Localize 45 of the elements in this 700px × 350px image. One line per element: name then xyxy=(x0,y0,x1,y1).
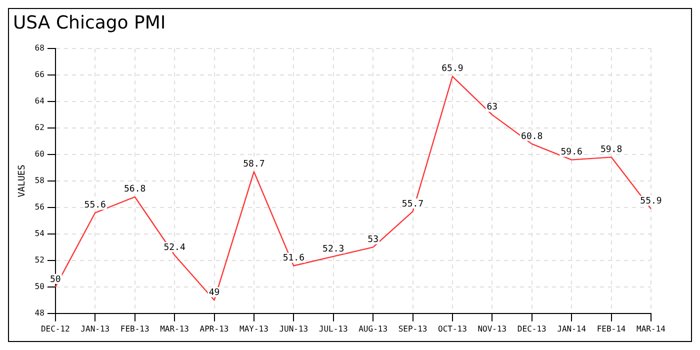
data-label: 65.9 xyxy=(442,64,464,74)
x-tick-label: MAY-13 xyxy=(240,324,269,334)
chart-title: USA Chicago PMI xyxy=(13,12,166,34)
data-label: 55.6 xyxy=(84,200,106,211)
x-tick-label: JAN-13 xyxy=(80,324,110,334)
data-label: 59.8 xyxy=(600,145,622,156)
data-label: 53 xyxy=(368,235,378,246)
data-label: 59.6 xyxy=(560,148,582,158)
x-tick-label: DEC-12 xyxy=(40,324,70,334)
y-tick-label: 62 xyxy=(34,123,45,132)
x-tick-label: OCT-13 xyxy=(438,324,468,334)
x-tick-label: JUL-13 xyxy=(318,324,348,334)
y-tick-label: 66 xyxy=(34,70,45,80)
y-tick-label: 58 xyxy=(34,176,45,186)
y-tick-label: 60 xyxy=(34,150,45,159)
y-tick-label: 52 xyxy=(34,256,45,265)
y-tick-label: 56 xyxy=(34,202,45,212)
data-label: 58.7 xyxy=(243,160,265,170)
data-label: 49 xyxy=(208,288,220,298)
data-label: 51.6 xyxy=(282,254,305,264)
x-tick-label: MAR-13 xyxy=(160,324,190,334)
x-tick-label: FEB-13 xyxy=(120,324,150,334)
data-label: 52.4 xyxy=(164,242,186,253)
y-tick-label: 50 xyxy=(34,282,45,291)
x-tick-label: MAR-14 xyxy=(636,324,666,334)
x-tick-label: NOV-13 xyxy=(478,324,507,334)
y-tick-label: 54 xyxy=(34,229,45,238)
y-tick-label: 48 xyxy=(34,308,45,318)
x-tick-label: APR-13 xyxy=(200,324,229,334)
data-label: 63 xyxy=(486,102,498,113)
x-tick-label: SEP-13 xyxy=(398,324,428,334)
y-tick-label: 68 xyxy=(34,44,45,53)
y-axis-title: VALUES xyxy=(18,164,28,198)
data-label: 56.8 xyxy=(124,184,146,195)
data-label: 52.3 xyxy=(322,244,344,254)
data-label: 55.7 xyxy=(402,199,424,210)
data-label: 55.9 xyxy=(640,196,662,207)
x-tick-label: JAN-14 xyxy=(557,324,586,334)
x-tick-label: DEC-13 xyxy=(517,324,547,334)
data-label: 60.8 xyxy=(521,132,543,142)
x-tick-label: AUG-13 xyxy=(358,324,388,334)
x-tick-label: JUN-13 xyxy=(279,324,308,334)
y-tick-label: 64 xyxy=(34,96,45,106)
x-tick-label: FEB-14 xyxy=(596,324,626,334)
data-label: 50 xyxy=(50,274,61,285)
